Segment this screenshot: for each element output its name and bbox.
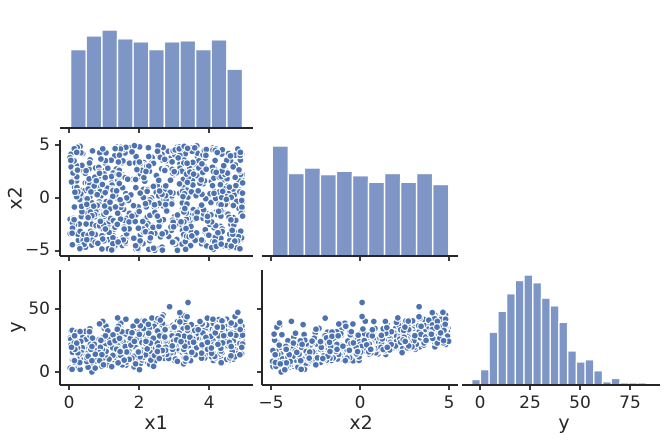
x1-axis-tick-1: 2	[133, 393, 145, 413]
y-left-tick-1: 0	[39, 361, 50, 382]
x1-axis-tick-2: 4	[203, 393, 215, 413]
x2-axis-label: x2	[349, 412, 373, 434]
x2-left-axis-label: x2	[4, 186, 27, 210]
y-axis-tick-3: 75	[619, 393, 641, 413]
y-left-axis-label: y	[4, 321, 27, 333]
y-axis-tick-1: 25	[519, 393, 541, 413]
axes-ticks	[55, 128, 631, 390]
x2-axis-tick-2: 5	[443, 393, 455, 413]
hist-x1	[69, 29, 244, 129]
x1-axis-tick-0: 0	[63, 393, 75, 413]
y-left-tick-0: 50	[28, 298, 50, 319]
x2-left-tick-2: −5	[24, 239, 50, 260]
x2-left-tick-1: 0	[39, 187, 50, 208]
x2-axis-tick-0: −5	[258, 393, 284, 413]
scatter-x1-x2	[66, 141, 247, 255]
scatter-x2-y	[268, 298, 453, 376]
x2-left-tick-0: 5	[39, 134, 50, 155]
y-axis-tick-2: 50	[569, 393, 591, 413]
x1-axis-label: x1	[144, 412, 168, 434]
x2-axis-tick-1: 0	[354, 393, 366, 413]
hist-y	[471, 274, 647, 386]
hist-x2	[271, 145, 450, 257]
y-axis-tick-0: 0	[474, 393, 486, 413]
y-axis-label: y	[558, 412, 570, 434]
scatter-x1-y	[66, 298, 247, 376]
axes-spines	[59, 127, 660, 386]
